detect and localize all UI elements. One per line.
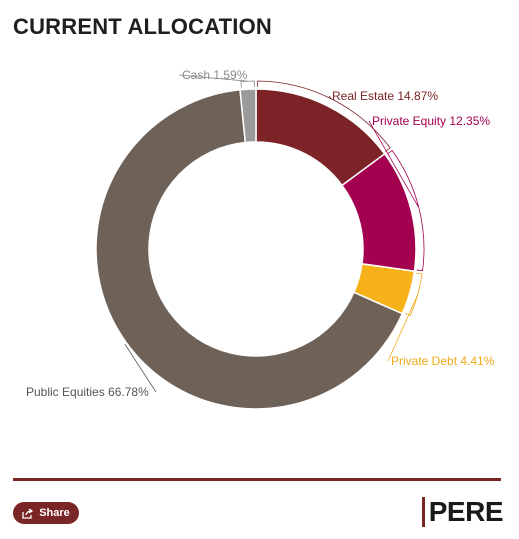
bracket-real-estate: [257, 80, 391, 152]
connector-public-equities: [124, 343, 157, 393]
label-private-debt: Private Debt 4.41%: [391, 354, 495, 368]
bracket-cash: [240, 80, 255, 88]
footer-divider: [13, 478, 501, 481]
chart-title: CURRENT ALLOCATION: [13, 14, 273, 39]
share-icon: [22, 507, 34, 519]
bracket-private-debt: [404, 272, 423, 316]
label-public-equities: Public Equities 66.78%: [26, 385, 149, 399]
slice-public-equities[interactable]: [95, 88, 404, 410]
pere-logo: PERE: [421, 496, 504, 528]
share-label: Share: [39, 507, 70, 519]
logo-text: PERE: [428, 496, 504, 527]
share-button[interactable]: Share: [13, 502, 79, 524]
label-real-estate: Real Estate 14.87%: [332, 89, 438, 103]
connector-real-estate: [328, 95, 332, 100]
connector-private-equity: [368, 120, 420, 208]
label-private-equity: Private Equity 12.35%: [372, 114, 490, 128]
connector-private-debt: [387, 294, 418, 362]
slice-cash[interactable]: [239, 88, 257, 144]
bracket-private-equity: [387, 149, 425, 272]
connector-cash: [178, 74, 248, 82]
label-cash: Cash 1.59%: [182, 68, 248, 82]
donut-chart: Real Estate 14.87% Private Equity 12.35% P…: [26, 68, 495, 410]
logo-bar: [421, 497, 425, 527]
